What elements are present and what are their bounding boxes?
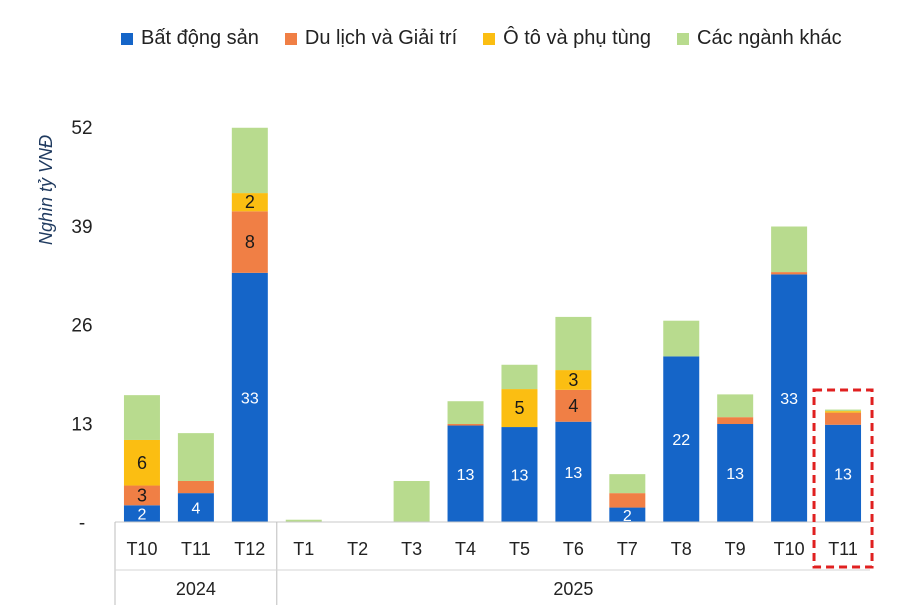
legend-swatch [284, 32, 297, 45]
legend-swatch [677, 32, 690, 45]
year-group-label: 2024 [176, 579, 216, 599]
y-axis-title: Nghìn tỷ VNĐ [36, 135, 56, 245]
x-tick-label: T1 [293, 539, 314, 559]
bar-segment [285, 519, 322, 522]
data-label: 2 [138, 507, 147, 524]
highlight-box [812, 388, 874, 569]
bar-segment [771, 272, 808, 275]
chart-legend: Bất động sản Du lịch và Giải trí Ô tô và… [121, 27, 868, 50]
bar-segment [123, 395, 160, 440]
data-label: 13 [834, 466, 852, 483]
bar-segment [177, 480, 214, 494]
bar-segment [177, 493, 214, 522]
bar-segment [825, 412, 862, 425]
bar-segment [393, 480, 430, 522]
bar-segment [609, 474, 646, 494]
legend-swatch [483, 32, 496, 45]
bar-segment [177, 433, 214, 481]
legend-label: Du lịch và Giải trí [304, 27, 458, 49]
x-tick-label: T6 [563, 539, 584, 559]
bar-segment [231, 193, 268, 212]
legend-item-real-estate: Bất động sản [121, 27, 259, 50]
bar-segment [717, 417, 754, 425]
x-tick-label: T9 [725, 539, 746, 559]
data-label: 4 [191, 501, 200, 518]
data-label: 13 [511, 468, 529, 485]
bar-segment [825, 411, 862, 413]
y-tick-label: 39 [71, 217, 92, 238]
x-tick-label: T3 [401, 539, 422, 559]
x-tick-label: T5 [509, 539, 530, 559]
bar-segment [717, 394, 754, 418]
data-label: 3 [137, 485, 147, 505]
x-tick-label: T2 [347, 539, 368, 559]
bar-segment [771, 226, 808, 273]
bar-segment [501, 427, 538, 522]
bar-segment [717, 424, 754, 522]
data-label: 3 [568, 370, 578, 390]
data-label: 6 [137, 453, 147, 473]
data-label: 2 [623, 508, 632, 525]
x-tick-label: T11 [181, 539, 211, 559]
bar-segment [609, 493, 646, 508]
legend-label: Ô tô và phụ tùng [503, 27, 652, 49]
x-tick-label: T11 [828, 539, 858, 559]
x-tick-label: T8 [671, 539, 692, 559]
legend-swatch [121, 32, 133, 45]
data-label: 13 [726, 466, 744, 483]
y-tick-label: 52 [71, 118, 92, 139]
bar-segment [825, 409, 862, 412]
legend-item-other: Các ngành khác [677, 27, 842, 50]
bar-segment [501, 364, 538, 390]
data-label: 22 [672, 432, 690, 449]
legend-label: Bất động sản [141, 27, 259, 49]
bar-segment [123, 485, 160, 506]
bar-segment [555, 370, 592, 390]
bar-segment [447, 424, 484, 426]
bar-segment [447, 425, 484, 522]
bar-segment [123, 505, 160, 522]
data-label: 13 [564, 465, 582, 482]
data-label: 4 [568, 396, 578, 416]
bar-segment [555, 389, 592, 422]
x-tick-label: T7 [617, 539, 638, 559]
bar-segment [501, 389, 538, 428]
data-label: 33 [780, 391, 798, 408]
x-tick-label: T12 [234, 539, 265, 559]
bar-segment [447, 401, 484, 425]
bar-segment [663, 320, 700, 357]
bar-segment [771, 274, 808, 522]
y-tick-label: 13 [71, 414, 92, 435]
bar-segment [123, 439, 160, 486]
x-tick-label: T10 [126, 539, 157, 559]
data-label: 13 [457, 467, 475, 484]
x-tick-label: T4 [455, 539, 476, 559]
legend-item-auto: Ô tô và phụ tùng [483, 27, 651, 50]
data-label: 8 [245, 232, 255, 252]
legend-item-tourism: Du lịch và Giải trí [284, 27, 458, 50]
data-label: 5 [514, 398, 524, 418]
bar-segment [231, 211, 268, 273]
data-label: 2 [245, 192, 255, 212]
data-label: 33 [241, 390, 259, 407]
y-tick-label: - [79, 513, 85, 534]
bar-segment [663, 356, 700, 522]
bar-segment [231, 127, 268, 194]
bar-segment [609, 507, 646, 522]
year-group-label: 2025 [553, 579, 593, 599]
x-tick-label: T10 [774, 539, 805, 559]
legend-label: Các ngành khác [697, 27, 842, 49]
bar-segment [231, 272, 268, 522]
bar-segment [555, 421, 592, 522]
bar-segment [555, 316, 592, 371]
y-tick-label: 26 [71, 316, 92, 337]
bar-segment [825, 424, 862, 522]
